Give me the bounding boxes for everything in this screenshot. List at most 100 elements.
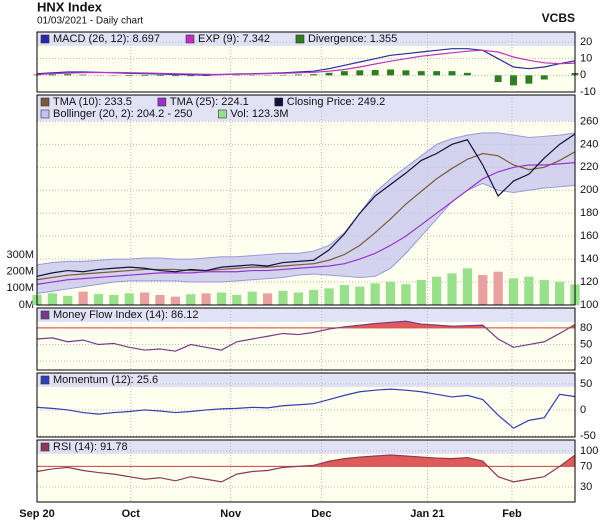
bar: [141, 75, 149, 76]
bar: [324, 288, 334, 305]
bar: [47, 293, 57, 305]
y-tick-label: 0: [580, 404, 586, 416]
bar: [78, 291, 88, 305]
line: [36, 320, 576, 352]
legend-label: Vol: 123.3M: [230, 108, 288, 120]
bar: [340, 71, 348, 76]
panel-frame: [36, 439, 576, 503]
y-tick-label: 200: [580, 184, 598, 196]
y2-tick-label: 100M: [6, 282, 34, 294]
chart-subtitle: 01/03/2021 - Daily chart: [37, 16, 143, 27]
bar: [355, 286, 365, 305]
y-tick-label: 80: [580, 322, 592, 334]
bar: [524, 276, 534, 305]
y-tick-label: 30: [580, 481, 592, 493]
bar: [539, 280, 549, 305]
bar: [494, 75, 502, 82]
y2-tick-label: 0M: [19, 299, 34, 311]
legend-swatch: [40, 109, 50, 119]
bar: [186, 294, 196, 305]
bar: [293, 292, 303, 305]
y-tick-label: 50: [580, 338, 592, 350]
bar: [510, 75, 517, 86]
bar: [462, 268, 473, 305]
bollinger-lower: [36, 182, 576, 295]
bar: [156, 75, 164, 76]
bar: [201, 293, 211, 305]
y-tick-label: 140: [580, 253, 598, 265]
y2-tick-label: 300M: [6, 249, 34, 261]
legend-label: Closing Price: 249.2: [287, 96, 385, 108]
bar: [416, 280, 426, 305]
legend-swatch: [295, 34, 305, 44]
bar: [433, 71, 441, 76]
y-tick-label: -10: [580, 86, 596, 98]
x-tick-label: Dec: [311, 508, 331, 520]
bollinger-upper: [36, 132, 576, 266]
bar: [63, 295, 73, 305]
bar: [417, 71, 425, 76]
legend-background: [37, 440, 575, 454]
panel-frame: [36, 372, 576, 438]
bar: [371, 70, 379, 76]
line: [36, 161, 576, 285]
bar: [170, 296, 180, 305]
chart-title: HNX Index: [37, 0, 103, 14]
bar: [187, 75, 195, 77]
bar: [463, 72, 471, 76]
y-tick-label: 20: [580, 36, 592, 48]
y-tick-label: 20: [580, 355, 592, 367]
y-tick-label: -50: [580, 430, 596, 442]
legend-label: Momentum (12): 25.6: [53, 374, 158, 386]
legend-label: EXP (9): 7.342: [198, 33, 270, 45]
threshold-fill: [37, 454, 575, 467]
y-tick-label: 50: [580, 378, 592, 390]
bar: [310, 74, 318, 76]
legend-swatch: [40, 310, 50, 320]
legend-label: RSI (14): 91.78: [53, 441, 128, 453]
line: [36, 151, 576, 281]
bar: [540, 75, 548, 80]
bar: [508, 278, 519, 305]
y-tick-label: 180: [580, 207, 598, 219]
legend-swatch: [40, 442, 50, 452]
legend-label: Bollinger (20, 2): 204.2 - 250: [53, 108, 192, 120]
y2-tick-label: 200M: [6, 266, 34, 278]
brand: VCBS: [542, 11, 575, 25]
y-tick-label: 100: [580, 299, 598, 311]
bar: [309, 290, 319, 305]
bar: [232, 295, 242, 305]
y-tick-label: 120: [580, 276, 598, 288]
legend-background: [37, 95, 575, 121]
bar: [93, 294, 104, 305]
legend-swatch: [40, 375, 50, 385]
bar: [279, 74, 287, 76]
legend-label: TMA (25): 224.1: [170, 96, 249, 108]
bar: [294, 74, 302, 76]
line: [36, 388, 576, 429]
bar: [262, 293, 273, 305]
bar: [493, 271, 503, 305]
bar: [278, 290, 288, 305]
bar: [171, 75, 179, 77]
y-tick-label: 240: [580, 138, 598, 150]
bar: [202, 75, 210, 76]
x-tick-label: Nov: [220, 508, 242, 520]
legend-background: [37, 32, 575, 46]
bar: [325, 72, 333, 76]
bar: [247, 291, 257, 305]
bar: [387, 69, 395, 76]
legend-label: TMA (10): 233.5: [53, 96, 132, 108]
x-tick-label: Oct: [122, 508, 141, 520]
bar: [447, 273, 457, 305]
bar: [155, 295, 165, 305]
x-tick-label: Sep 20: [19, 508, 54, 520]
legend-background: [37, 308, 575, 322]
bar: [124, 293, 134, 305]
bar: [525, 75, 533, 84]
threshold-fill: [336, 321, 575, 328]
y-tick-label: 220: [580, 161, 598, 173]
bar: [64, 74, 72, 76]
x-tick-label: Feb: [502, 508, 522, 520]
bar: [125, 75, 133, 76]
